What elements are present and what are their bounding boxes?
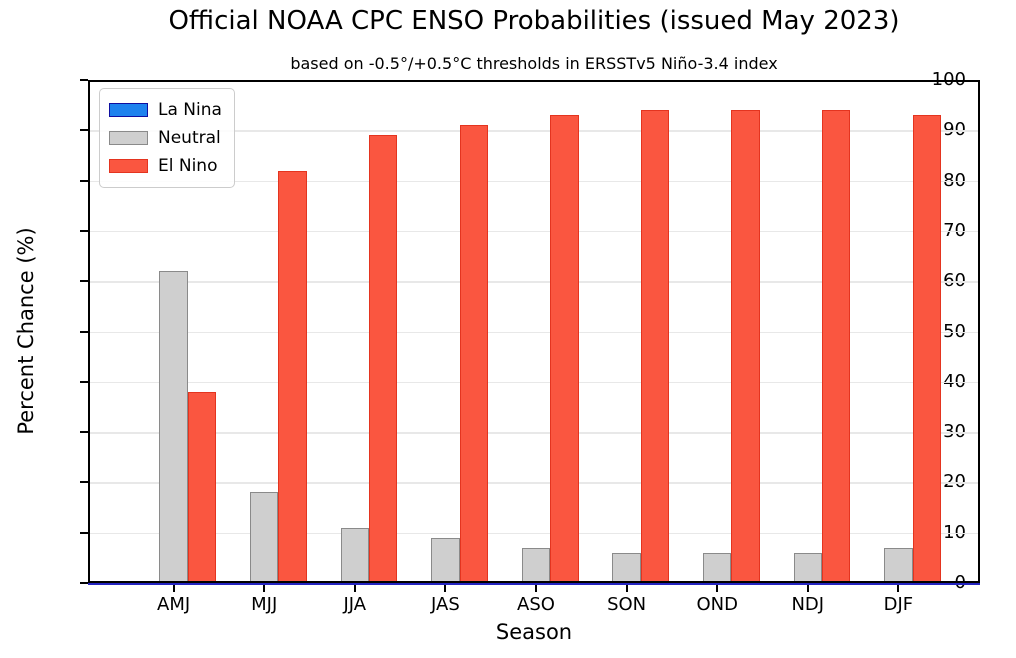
x-tick-mark-amj [172, 585, 175, 592]
x-tick-mark-ndj [806, 585, 809, 592]
x-tick-mark-mjj [263, 585, 266, 592]
axis-spine-left [88, 80, 90, 583]
y-axis-label: Percent Chance (%) [14, 227, 38, 435]
x-tick-label-djf: DJF [883, 594, 914, 615]
bar-neutral-djf [884, 547, 913, 583]
y-tick-mark-30 [80, 431, 88, 434]
axis-spine-bottom [88, 581, 980, 583]
gridline-30 [88, 432, 980, 434]
x-tick-label-son: SON [607, 594, 647, 615]
bar-neutral-mjj [250, 492, 279, 583]
x-tick-mark-jja [353, 585, 356, 592]
y-tick-label-40: 40 [943, 370, 966, 392]
x-tick-mark-son [625, 585, 628, 592]
bar-el-nino-amj [187, 391, 217, 583]
legend-label-el-nino: El Nino [158, 156, 218, 176]
y-tick-mark-90 [80, 129, 88, 132]
y-tick-label-20: 20 [943, 471, 966, 493]
y-tick-mark-40 [80, 380, 88, 383]
y-tick-label-10: 10 [943, 521, 966, 543]
y-tick-mark-0 [80, 582, 88, 584]
legend-item-el-nino: El Nino [109, 152, 222, 180]
y-tick-label-80: 80 [943, 169, 966, 191]
bar-el-nino-mjj [278, 170, 307, 583]
x-tick-label-jja: JJA [343, 594, 367, 615]
y-tick-label-100: 100 [931, 69, 966, 90]
gridline-90 [88, 130, 980, 132]
y-tick-mark-80 [80, 179, 88, 182]
bar-el-nino-jja [369, 135, 398, 583]
legend-label-neutral: Neutral [158, 128, 221, 148]
y-tick-mark-70 [80, 229, 88, 232]
gridline-80 [88, 180, 980, 183]
legend-item-la-nina: La Nina [109, 96, 222, 124]
la-nina-zero-baseline [88, 583, 980, 585]
x-tick-label-ond: OND [696, 594, 738, 615]
gridline-60 [88, 281, 980, 283]
bar-el-nino-jas [459, 125, 488, 583]
legend-swatch-la-nina [109, 103, 148, 117]
x-tick-label-aso: ASO [517, 594, 555, 615]
y-tick-label-60: 60 [943, 270, 966, 292]
chart-title: Official NOAA CPC ENSO Probabilities (is… [168, 6, 900, 36]
bar-neutral-ndj [793, 552, 822, 583]
legend-item-neutral: Neutral [109, 124, 222, 152]
chart-subtitle: based on -0.5°/+0.5°C thresholds in ERSS… [290, 54, 778, 73]
axis-spine-right [978, 80, 980, 583]
x-tick-label-jas: JAS [431, 594, 460, 615]
x-tick-label-amj: AMJ [157, 594, 191, 615]
y-tick-label-90: 90 [943, 119, 966, 141]
y-tick-mark-10 [80, 531, 88, 534]
x-tick-label-mjj: MJJ [251, 594, 278, 615]
bar-neutral-aso [521, 547, 551, 583]
bar-neutral-son [612, 552, 641, 583]
legend-swatch-el-nino [109, 159, 148, 173]
gridline-70 [88, 230, 980, 233]
legend-swatch-neutral [109, 131, 148, 145]
bar-el-nino-son [640, 110, 670, 583]
y-tick-mark-20 [80, 481, 88, 484]
bar-neutral-jas [431, 537, 460, 583]
y-tick-label-50: 50 [943, 320, 966, 342]
bar-el-nino-ond [731, 110, 760, 583]
x-tick-mark-aso [535, 585, 537, 592]
bar-el-nino-ndj [822, 110, 851, 583]
bar-el-nino-djf [912, 115, 941, 583]
bar-neutral-amj [159, 271, 188, 583]
gridline-40 [88, 381, 980, 384]
bar-neutral-jja [340, 527, 369, 583]
legend-label-la-nina: La Nina [158, 100, 222, 120]
x-tick-label-ndj: NDJ [791, 594, 825, 615]
x-tick-mark-ond [716, 585, 719, 592]
bar-el-nino-aso [550, 115, 579, 583]
plot-area: 0102030405060708090100 AMJMJJJJAJASASOSO… [14, 71, 980, 644]
y-tick-mark-100 [80, 79, 88, 81]
y-tick-label-70: 70 [943, 219, 966, 241]
bar-neutral-ond [703, 552, 732, 583]
axis-spine-top [88, 80, 980, 82]
x-tick-mark-jas [444, 585, 447, 592]
y-tick-label-30: 30 [943, 421, 966, 443]
gridline-10 [88, 532, 980, 535]
gridline-50 [88, 331, 980, 333]
y-tick-mark-60 [80, 280, 88, 283]
x-tick-mark-djf [897, 585, 900, 592]
legend: La Nina Neutral El Nino [99, 88, 235, 188]
gridline-20 [88, 482, 980, 484]
y-tick-mark-50 [80, 330, 88, 333]
x-axis-label: Season [495, 620, 573, 644]
